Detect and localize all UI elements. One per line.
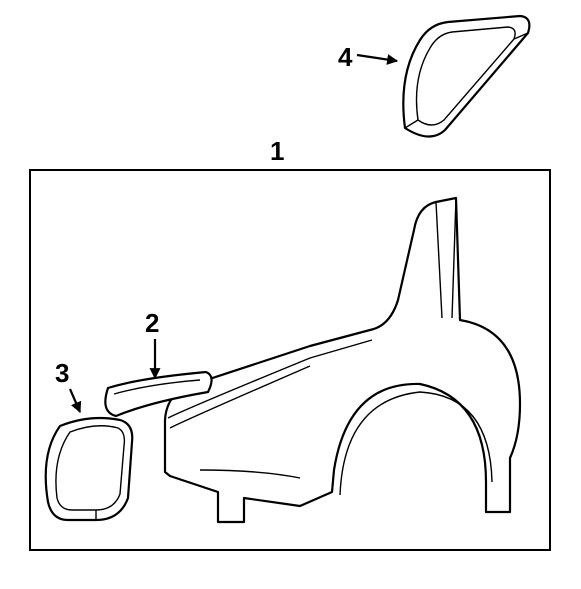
diagram-svg bbox=[0, 0, 581, 589]
part-lower-extension bbox=[46, 418, 133, 520]
diagram-stage: 1 2 3 4 bbox=[0, 0, 581, 589]
callout-2: 2 bbox=[145, 310, 159, 336]
callout-3: 3 bbox=[55, 360, 69, 386]
callout-4: 4 bbox=[338, 44, 352, 70]
callout-1: 1 bbox=[270, 138, 284, 164]
